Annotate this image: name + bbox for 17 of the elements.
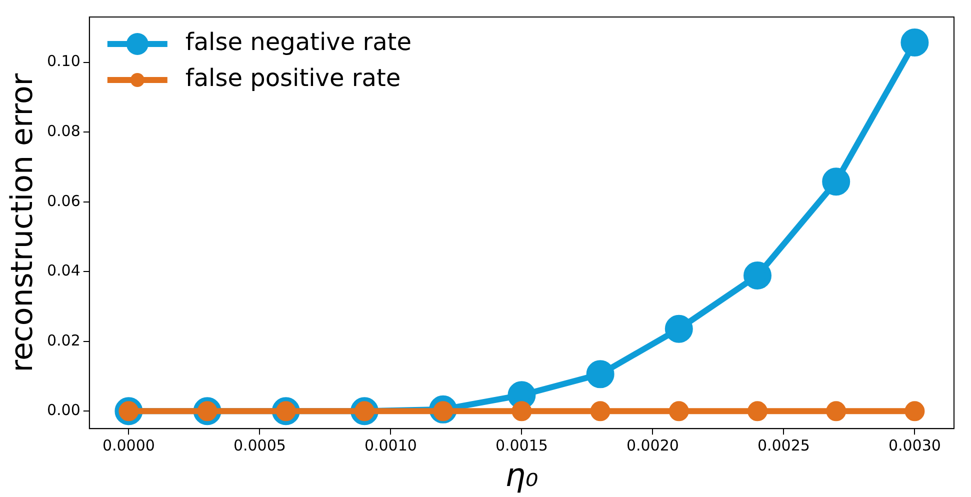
y-tick-label: 0.06 bbox=[46, 192, 80, 210]
legend-label: false negative rate bbox=[185, 28, 412, 56]
y-axis-title: reconstruction error bbox=[4, 72, 40, 372]
x-tick-label: 0.0030 bbox=[888, 436, 941, 454]
x-tick-label: 0.0010 bbox=[364, 436, 417, 454]
y-tick-label: 0.10 bbox=[46, 52, 80, 70]
legend-label: false positive rate bbox=[185, 64, 401, 92]
x-tick-label: 0.0000 bbox=[102, 436, 155, 454]
y-tick-label: 0.08 bbox=[46, 122, 80, 140]
x-tick-label: 0.0005 bbox=[233, 436, 286, 454]
y-tick-label: 0.04 bbox=[46, 262, 80, 280]
x-tick-label: 0.0015 bbox=[495, 436, 548, 454]
x-tick-label: 0.0020 bbox=[626, 436, 679, 454]
x-axis-title: η₀ bbox=[505, 456, 538, 494]
y-tick-label: 0.02 bbox=[46, 331, 80, 350]
y-tick-label: 0.00 bbox=[46, 401, 80, 420]
x-tick-label: 0.0025 bbox=[757, 436, 810, 454]
